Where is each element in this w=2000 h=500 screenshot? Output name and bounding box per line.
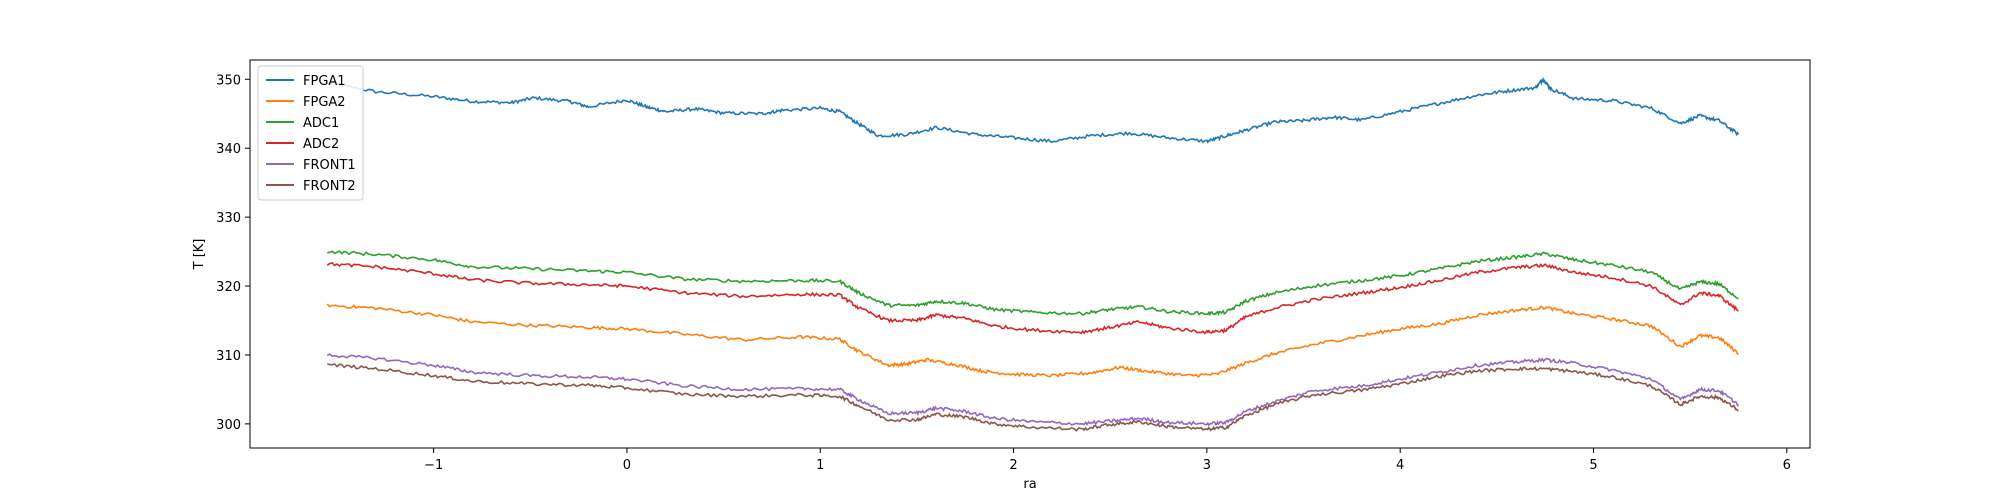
plot-area [250, 60, 1810, 448]
legend-label: ADC2 [303, 137, 339, 152]
series-layer [326, 76, 1740, 432]
legend: FPGA1 FPGA2 ADC1 ADC2 FRONT1 FRONT2 [257, 65, 364, 201]
x-tick-label: 6 [1783, 458, 1791, 473]
series-line-front2 [327, 363, 1739, 432]
legend-box [257, 65, 364, 201]
series-line-adc1 [327, 250, 1739, 317]
x-tick-label: 4 [1396, 458, 1404, 473]
series-line-adc2 [326, 262, 1739, 335]
series-line-fpga1 [326, 76, 1740, 144]
legend-label: FPGA2 [303, 95, 346, 110]
y-axis: 300 310 320 330 340 350 [216, 73, 250, 433]
y-tick-label: 330 [216, 211, 241, 226]
y-tick-label: 310 [216, 349, 241, 364]
x-tick-label: −1 [424, 458, 443, 473]
x-tick-label: 0 [623, 458, 631, 473]
x-tick-label: 2 [1009, 458, 1017, 473]
x-axis-label: ra [1023, 477, 1036, 492]
plot-frame [249, 59, 1811, 449]
x-tick-label: 1 [816, 458, 824, 473]
x-tick-label: 3 [1203, 458, 1211, 473]
legend-label: FRONT2 [303, 179, 356, 194]
legend-label: ADC1 [303, 116, 339, 131]
y-tick-label: 340 [216, 142, 241, 157]
x-axis: −1 0 1 2 3 4 5 6 [424, 448, 1791, 473]
legend-label: FPGA1 [303, 74, 346, 89]
legend-label: FRONT1 [303, 158, 356, 173]
series-line-front1 [326, 353, 1739, 427]
series-line-fpga2 [326, 303, 1739, 378]
y-tick-label: 300 [216, 418, 241, 433]
y-tick-label: 350 [216, 73, 241, 88]
y-tick-label: 320 [216, 280, 241, 295]
y-axis-label: T [K] [192, 239, 207, 271]
x-tick-label: 5 [1589, 458, 1597, 473]
